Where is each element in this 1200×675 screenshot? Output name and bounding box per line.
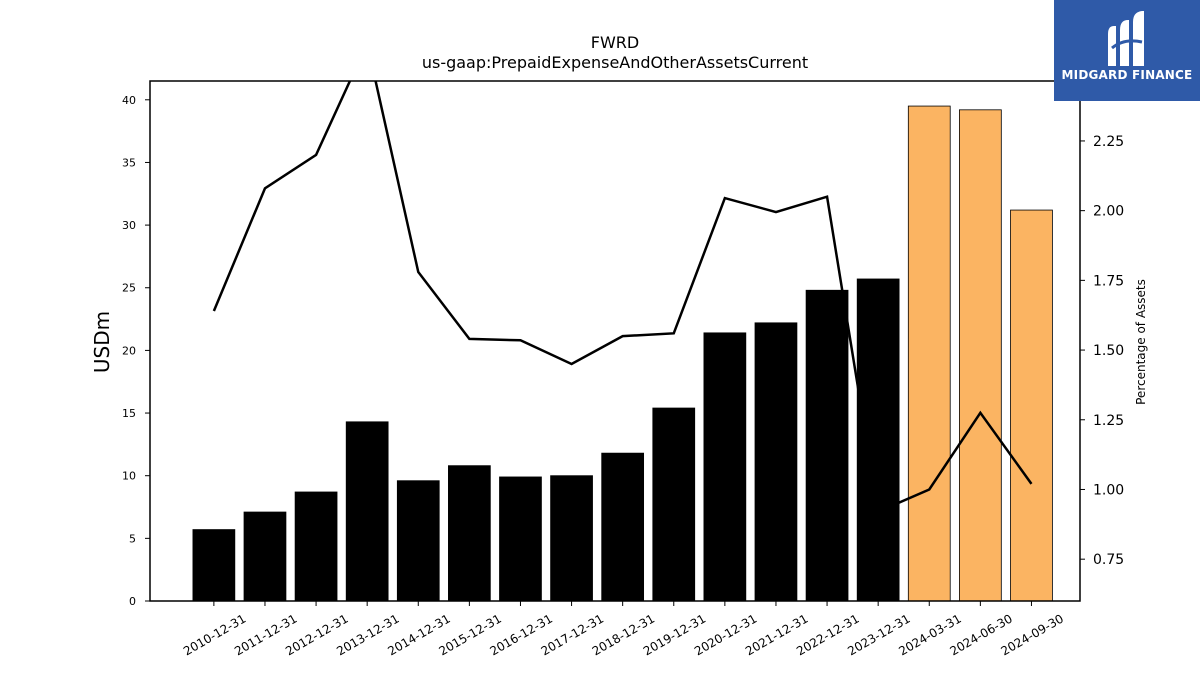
y-tick-label-20: 20 [122,344,136,357]
bar-2022-12-31 [805,289,849,602]
bar-2024-03-31 [907,105,951,602]
plot-frame [149,80,1081,602]
y2-tick-label-1.75: 1.75 [1093,273,1124,289]
y-tick-label-5: 5 [129,532,136,545]
bar-2012-12-31 [294,491,338,602]
logo-text: MIDGARD FINANCE [1061,68,1193,82]
bar-2014-12-31 [396,480,440,602]
logo: MIDGARD FINANCE [1054,0,1200,101]
bar-2016-12-31 [499,476,542,602]
y-tick-label-10: 10 [122,470,136,483]
logo-mark-icon [1108,11,1144,66]
chart-marks: 0 5 10 15 20 25 30 35 40 0.75 1.00 1.25 1.50 1.75 2.00… [122,81,1124,658]
bar-2015-12-31 [448,465,491,602]
bar-2010-12-31 [192,529,236,602]
chart-subtitle: us-gaap:PrepaidExpenseAndOtherAssetsCurr… [422,53,808,72]
y-tick-label-0: 0 [129,595,136,608]
y-tick-label-25: 25 [122,282,136,295]
y2-axis-label: Percentage of Assets [1134,279,1148,405]
y2-tick-label-1.25: 1.25 [1093,413,1124,429]
line-series-percentage-of-assets [212,81,1033,514]
y-tick-label-15: 15 [122,407,136,420]
bar-2019-12-31 [652,407,696,602]
bar-2023-12-31 [856,278,900,602]
y2-tick-label-1: 1.00 [1093,482,1124,498]
bar-2024-06-30 [959,109,1002,602]
y2-tick-label-1.5: 1.50 [1093,343,1124,359]
y2-tick-label-2.25: 2.25 [1093,134,1124,150]
y-tick-label-35: 35 [122,156,136,169]
bar-2024-09-30 [1010,209,1053,602]
bar-2017-12-31 [550,475,593,602]
y2-tick-label-2: 2.00 [1093,204,1124,220]
y-axis-label: USDm [90,311,114,373]
bar-2018-12-31 [601,452,645,602]
bar-2021-12-31 [754,322,798,602]
y2-tick-label-0.75: 0.75 [1093,552,1124,568]
chart-title: FWRD [591,33,639,52]
bar-2013-12-31 [345,421,389,602]
y-tick-label-30: 30 [122,219,136,232]
bar-2011-12-31 [243,511,287,602]
y-tick-label-40: 40 [122,94,136,107]
bar-2020-12-31 [703,332,747,602]
